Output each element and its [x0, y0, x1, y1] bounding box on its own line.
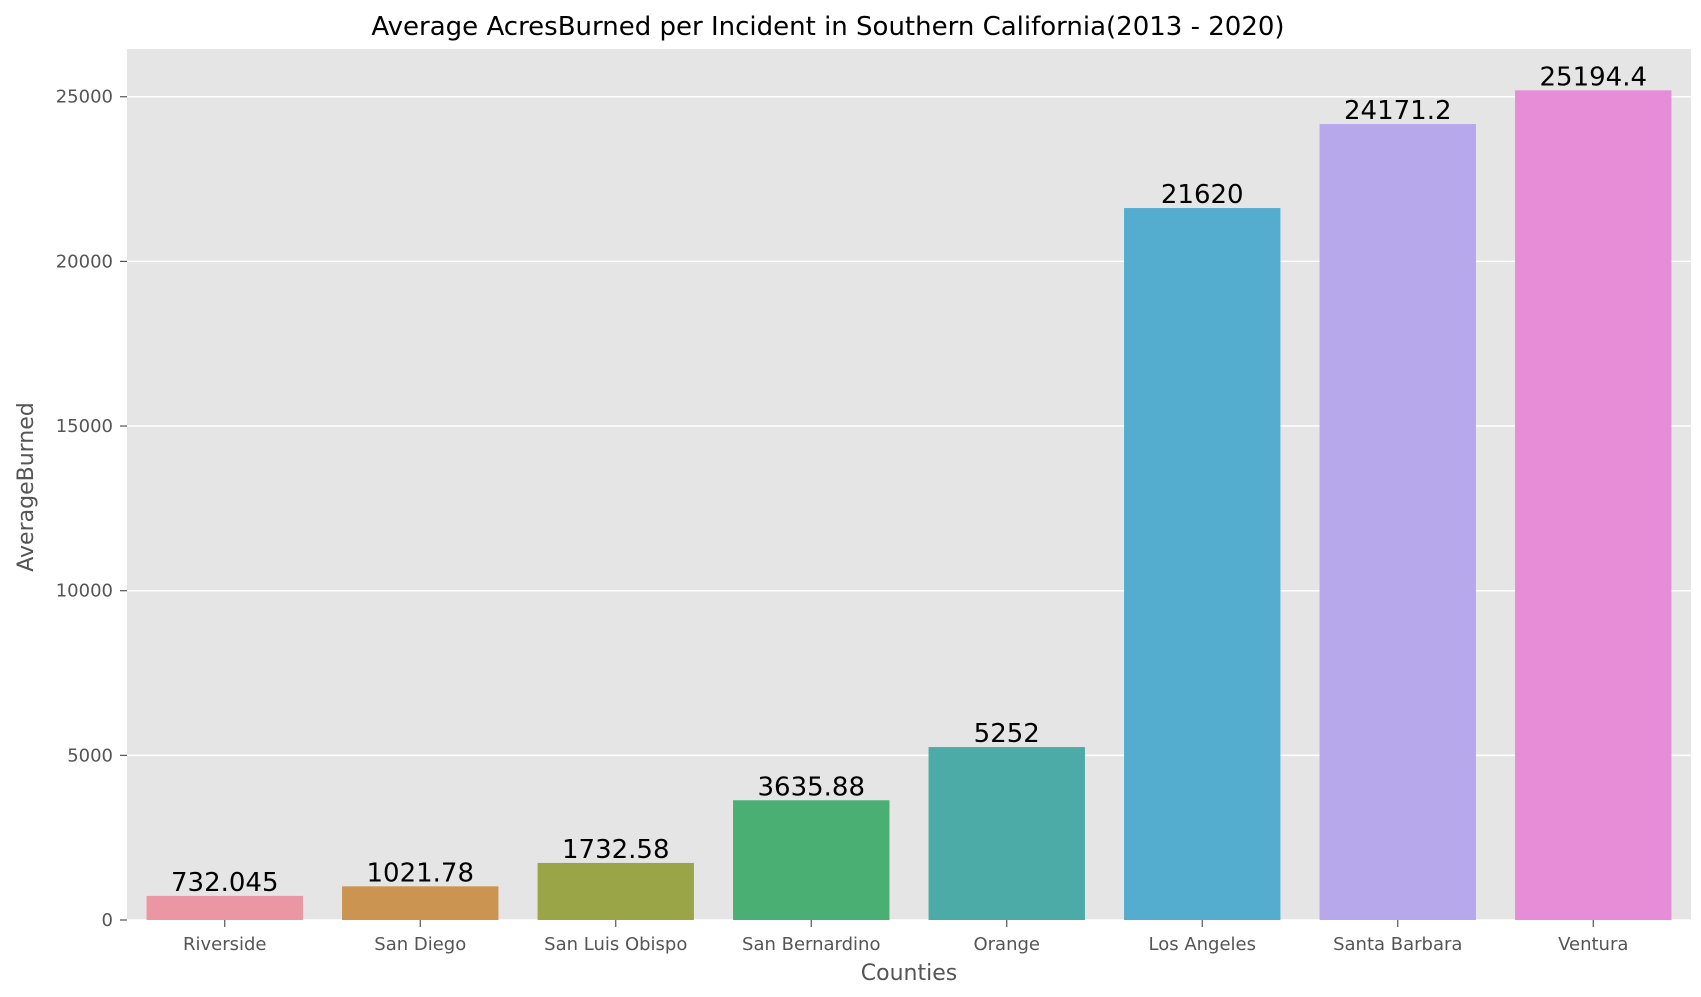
bar — [1319, 124, 1476, 920]
chart-title: Average AcresBurned per Incident in Sout… — [371, 12, 1284, 42]
y-axis-ticks: 0 5000 10000 15000 20000 25000 — [56, 87, 127, 931]
data-label: 1021.78 — [366, 858, 474, 888]
data-labels: 732.045 1021.78 1732.58 3635.88 5252 21620 241… — [171, 62, 1647, 898]
data-label: 21620 — [1161, 180, 1244, 210]
bar — [1515, 90, 1672, 920]
bar — [146, 895, 303, 920]
x-tick-label: San Bernardino — [742, 934, 880, 955]
bars — [146, 90, 1672, 920]
x-axis-label: Counties — [861, 961, 957, 986]
data-label: 3635.88 — [757, 772, 865, 802]
data-label: 24171.2 — [1344, 96, 1452, 126]
y-tick-label: 20000 — [56, 251, 113, 272]
y-tick-label: 0 — [102, 910, 113, 931]
bar — [928, 747, 1085, 920]
y-axis-label: AverageBurned — [14, 402, 39, 571]
x-tick-label: Santa Barbara — [1333, 934, 1462, 955]
data-label: 5252 — [974, 719, 1040, 749]
x-tick-label: Riverside — [183, 934, 267, 955]
data-label: 1732.58 — [562, 835, 670, 865]
y-tick-label: 15000 — [56, 416, 113, 437]
data-label: 25194.4 — [1539, 62, 1647, 92]
x-tick-label: Ventura — [1558, 934, 1628, 955]
bar — [733, 800, 890, 920]
y-tick-label: 10000 — [56, 581, 113, 602]
x-tick-label: San Luis Obispo — [544, 934, 687, 955]
y-tick-label: 25000 — [56, 87, 113, 108]
x-tick-label: San Diego — [374, 934, 466, 955]
bar — [537, 862, 694, 920]
bar — [1124, 208, 1281, 920]
x-tick-label: Los Angeles — [1149, 934, 1257, 955]
bar — [342, 886, 499, 920]
x-tick-label: Orange — [973, 934, 1040, 955]
y-tick-label: 5000 — [67, 745, 113, 766]
data-label: 732.045 — [171, 868, 279, 898]
x-axis-ticks: Riverside San Diego San Luis Obispo San Ber… — [183, 920, 1628, 955]
